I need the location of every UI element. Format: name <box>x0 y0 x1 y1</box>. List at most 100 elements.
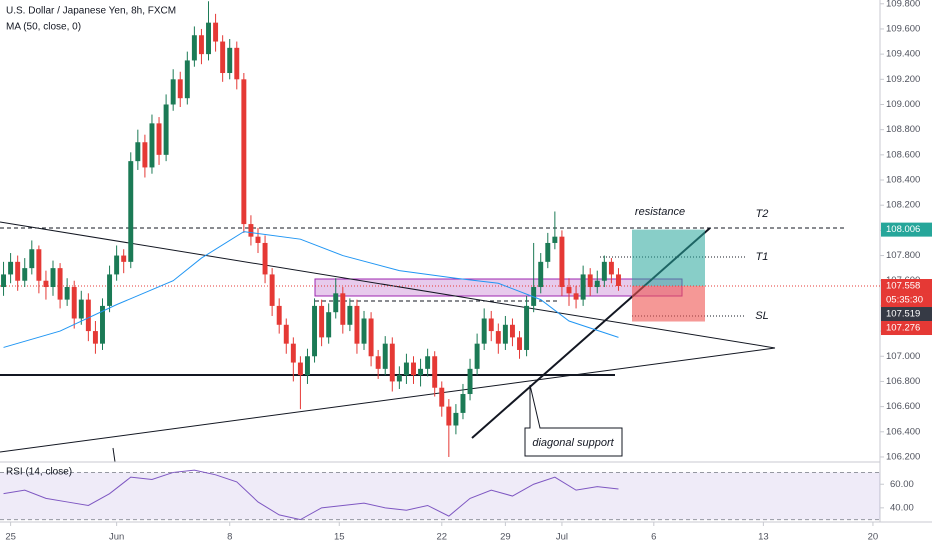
annotation: resistance <box>635 206 685 218</box>
candle-body <box>333 293 339 313</box>
candle-body <box>396 375 402 382</box>
y-tick-label: 107.800 <box>886 250 920 261</box>
candle-body <box>114 255 120 275</box>
chart-title: U.S. Dollar / Japanese Yen, 8h, FXCM <box>6 6 176 17</box>
candle-body <box>290 343 296 363</box>
annotation: diagonal support <box>532 437 614 449</box>
candle-body <box>177 79 183 99</box>
candle-body <box>255 236 261 243</box>
indicator-label: RSI (14, close) <box>6 467 72 478</box>
y-tick-label: 107.000 <box>886 351 920 362</box>
candle-body <box>71 287 77 319</box>
price-label-bg <box>881 279 932 294</box>
candle-body <box>616 274 621 287</box>
candle-body <box>467 368 473 395</box>
candle-body <box>411 362 416 376</box>
candle-body <box>142 142 148 168</box>
price-label-bg <box>881 293 932 308</box>
trendline <box>0 347 776 453</box>
candle-body <box>502 324 508 344</box>
x-tick-label: Jul <box>556 532 568 543</box>
x-tick-label: Jun <box>109 532 124 543</box>
candle-body <box>29 249 35 269</box>
candle-body <box>495 331 501 344</box>
y-tick-label: 109.000 <box>886 99 920 110</box>
candle-body <box>227 47 233 74</box>
candle-body <box>566 287 572 294</box>
candle-body <box>389 343 395 382</box>
candle-body <box>460 394 466 413</box>
y-tick-label: 108.400 <box>886 175 920 186</box>
candle-body <box>453 412 459 426</box>
x-tick-label: 22 <box>436 532 447 543</box>
rsi-line <box>3 469 619 521</box>
x-tick-label: 29 <box>500 532 511 543</box>
candle-body <box>156 123 162 155</box>
candle-body <box>241 79 247 225</box>
candle-body <box>474 343 480 369</box>
candle-body <box>22 268 28 281</box>
zone <box>314 278 683 297</box>
candle-body <box>439 387 445 407</box>
candle-body <box>128 161 134 262</box>
candle-body <box>220 41 226 74</box>
candle-body <box>545 242 551 262</box>
candle-body <box>418 368 424 376</box>
annotation: SL <box>755 310 768 322</box>
candle-body <box>347 305 353 325</box>
y-tick-label: 106.400 <box>886 426 920 437</box>
indicator-label: MA (50, close, 0) <box>6 22 81 33</box>
price-label: 107.558 <box>886 281 920 292</box>
candle-body <box>43 280 49 288</box>
y-tick-label: 108.600 <box>886 149 920 160</box>
candle-body <box>36 249 42 281</box>
marker <box>112 447 116 463</box>
candle-body <box>262 242 268 275</box>
y-tick-label: 40.00 <box>890 502 914 513</box>
candle-body <box>276 305 282 325</box>
price-label-bg <box>881 321 932 336</box>
candle-body <box>297 362 303 376</box>
candle-body <box>100 305 105 344</box>
candle-body <box>312 305 318 357</box>
candle-body <box>107 274 113 306</box>
candle-body <box>587 274 593 288</box>
x-tick-label: 25 <box>5 532 16 543</box>
candle-body <box>198 35 204 55</box>
candle-body <box>509 324 515 338</box>
candle-body <box>50 268 56 288</box>
rsi-band <box>0 472 880 520</box>
candle-body <box>354 305 360 344</box>
x-tick-label: 20 <box>868 532 879 543</box>
candle-body <box>213 22 219 42</box>
candle-body <box>269 274 275 306</box>
annotation: T1 <box>756 251 769 263</box>
candle-body <box>432 356 438 388</box>
price-label: 108.006 <box>886 224 920 235</box>
candle-body <box>425 356 431 369</box>
candle-body <box>283 324 289 344</box>
y-tick-label: 108.800 <box>886 124 920 135</box>
candle-body <box>121 255 127 262</box>
candle-body <box>234 47 240 80</box>
candle-body <box>524 305 530 350</box>
y-tick-label: 109.200 <box>886 74 920 85</box>
candle-body <box>368 318 374 357</box>
candle-body <box>538 261 544 288</box>
y-tick-label: 109.800 <box>886 0 920 9</box>
candle-body <box>340 293 346 325</box>
candle-body <box>248 224 254 237</box>
candle-body <box>573 293 579 300</box>
candle-body <box>149 123 155 168</box>
y-tick-label: 106.600 <box>886 401 920 412</box>
candle-body <box>326 312 332 338</box>
candle-body <box>446 406 452 426</box>
x-tick-label: 6 <box>651 532 656 543</box>
stop-box <box>632 286 705 322</box>
y-tick-label: 106.200 <box>886 451 920 462</box>
candle-body <box>85 299 91 332</box>
candle-body <box>319 305 325 338</box>
y-tick-label: 109.400 <box>886 49 920 60</box>
